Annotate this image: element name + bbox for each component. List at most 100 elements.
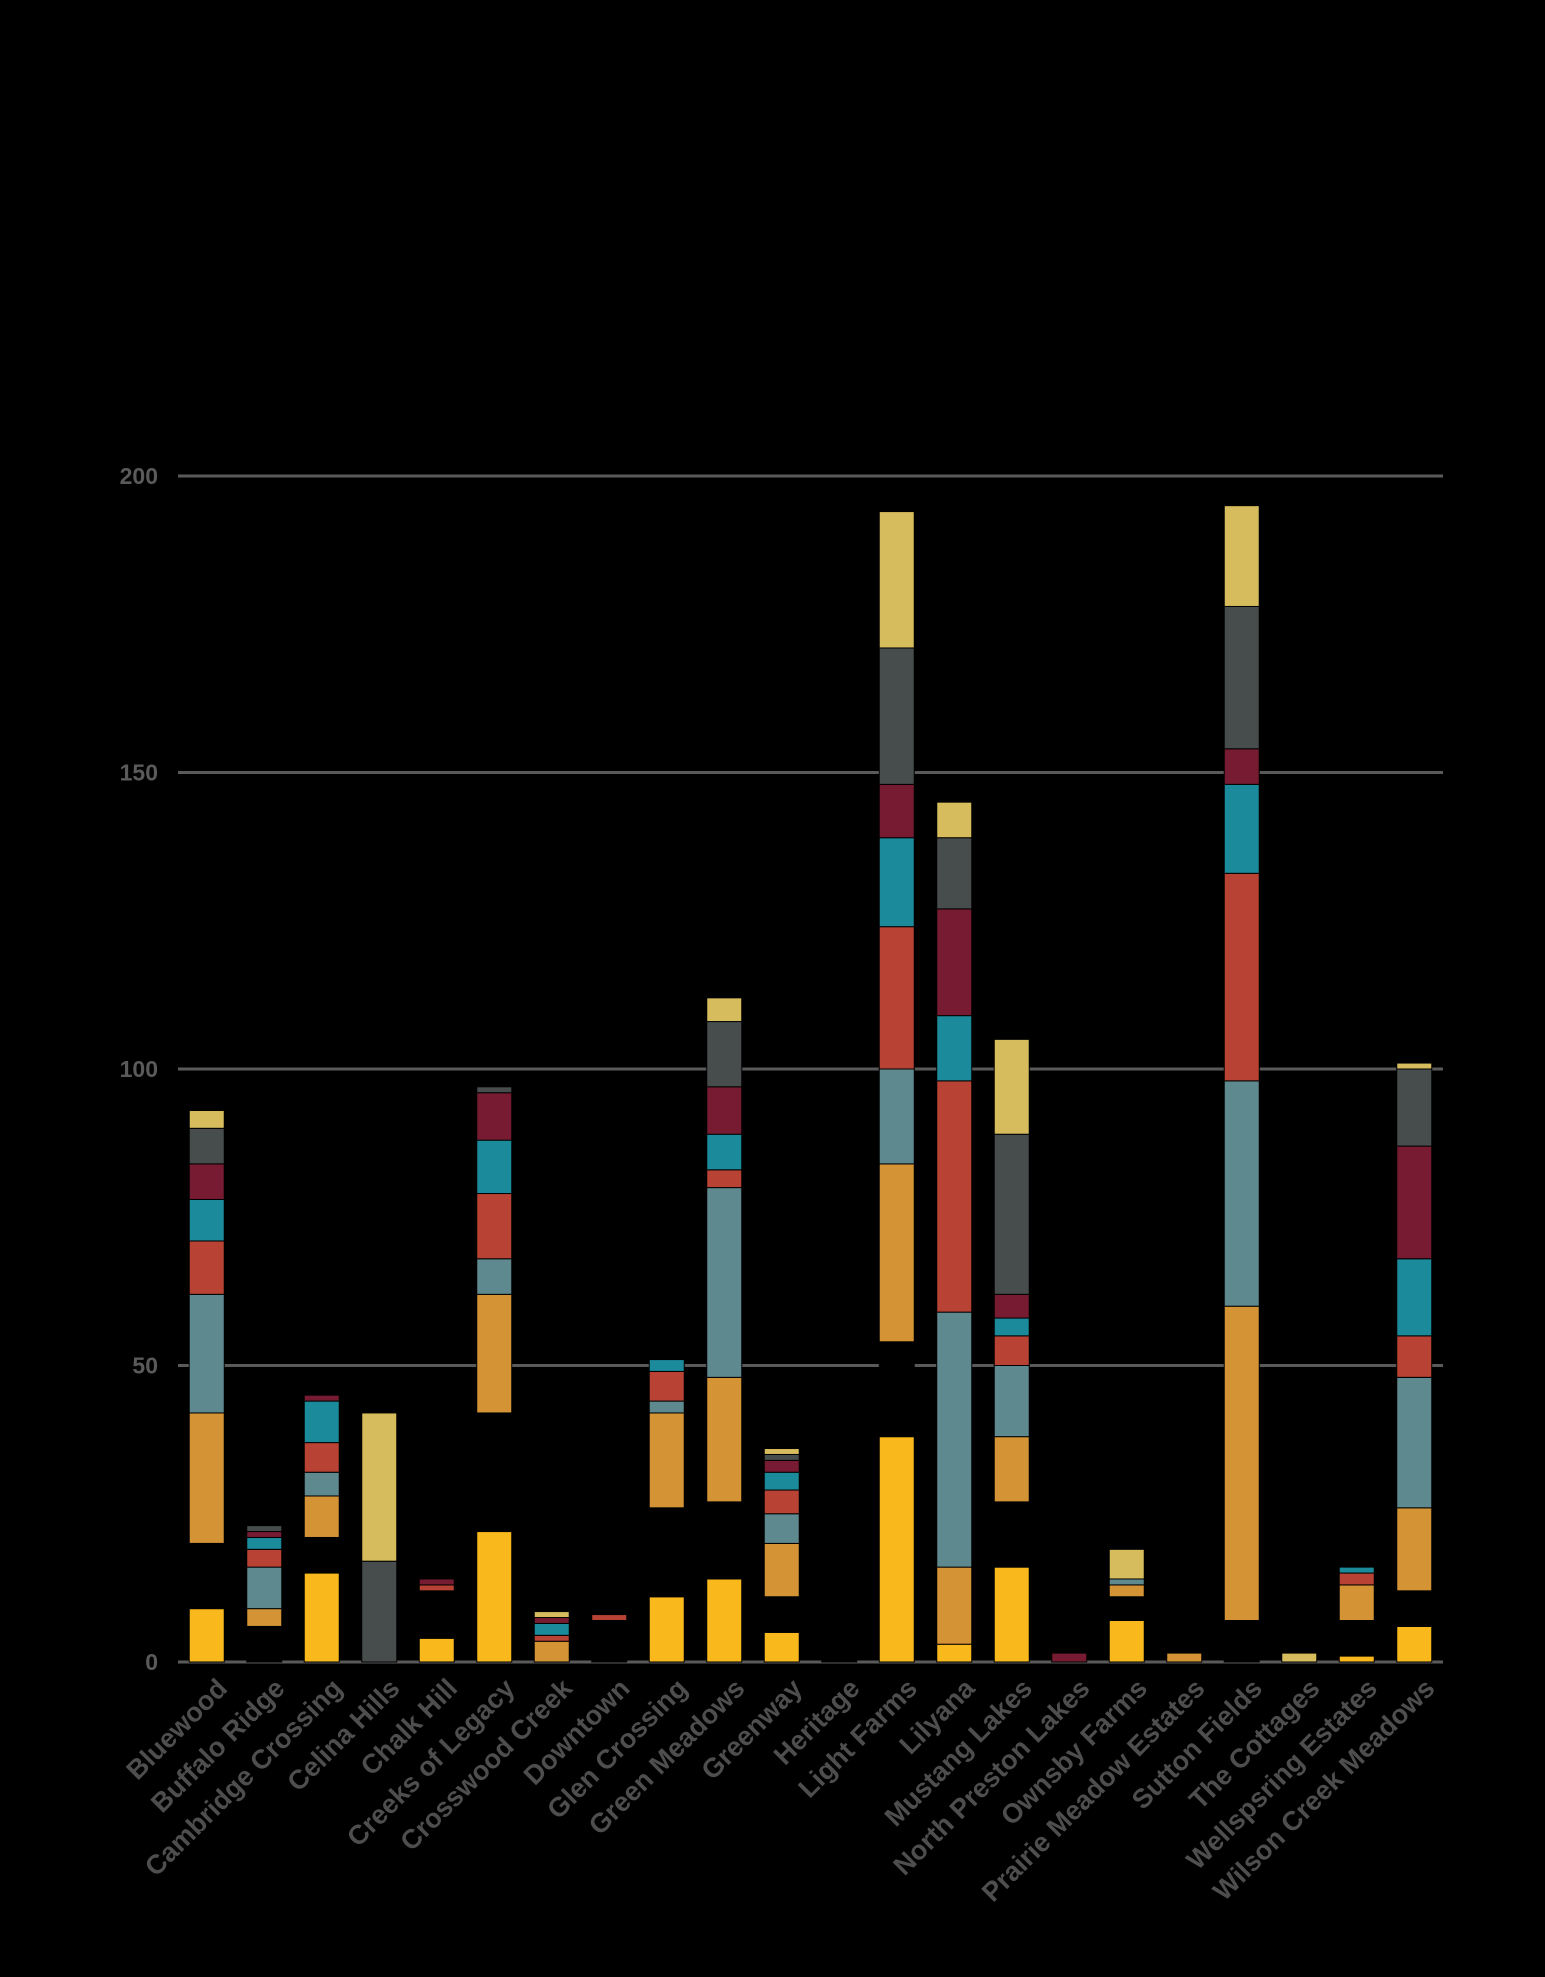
- bar-segment-green-meadows-s1: [706, 1578, 743, 1663]
- bar-segment-green-meadows-s7: [706, 1086, 743, 1135]
- bar-segment-green-meadows-s8: [706, 1021, 743, 1088]
- bar-segment-greenway-s3: [763, 1542, 800, 1598]
- bar-segment-cambridge-crossing-s1: [303, 1572, 340, 1663]
- bar-segment-green-meadows-s9: [706, 997, 743, 1023]
- bar-segment-lilyana-s1: [936, 1643, 973, 1663]
- bar-segment-creeks-of-legacy-s6: [476, 1139, 513, 1195]
- bar-segment-green-meadows-s2: [706, 1501, 743, 1580]
- bar-segment-crosswood-creek-s9: [533, 1611, 570, 1619]
- bar-segment-creeks-of-legacy-s2: [476, 1412, 513, 1533]
- bar-segment-light-farms-s6: [878, 837, 915, 928]
- y-tick-label: 150: [120, 760, 158, 786]
- bar-segment-wilson-creek-meadows-s8: [1396, 1068, 1433, 1147]
- bar-segment-wellspsring-estates-s5: [1338, 1572, 1375, 1586]
- bars: [188, 505, 1433, 1663]
- bar-segment-glen-crossing-s5: [648, 1370, 685, 1402]
- bar-segment-cambridge-crossing-s7: [303, 1394, 340, 1402]
- bar-segment-crosswood-creek-s3: [533, 1640, 570, 1663]
- bar-segment-bluewood-s1: [188, 1608, 225, 1663]
- bar-segment-buffalo-ridge-s7: [246, 1531, 283, 1538]
- bar-segment-cambridge-crossing-s6: [303, 1400, 340, 1444]
- bar-segment-wilson-creek-meadows-s5: [1396, 1335, 1433, 1378]
- bar-segment-sutton-fields-s7: [1223, 748, 1260, 785]
- bar-segment-sutton-fields-s4: [1223, 1080, 1260, 1307]
- bar-segment-bluewood-s8: [188, 1127, 225, 1165]
- bar-segment-ownsby-farms-s4: [1108, 1578, 1145, 1586]
- bar-segment-creeks-of-legacy-s5: [476, 1193, 513, 1260]
- bar-segment-green-meadows-s6: [706, 1133, 743, 1171]
- bar-segment-bluewood-s4: [188, 1293, 225, 1414]
- bar-segment-ownsby-farms-s2: [1108, 1596, 1145, 1621]
- bar-segment-wilson-creek-meadows-s1: [1396, 1625, 1433, 1663]
- bar-segment-bluewood-s9: [188, 1110, 225, 1129]
- bar-segment-the-cottages-s9: [1281, 1652, 1318, 1663]
- bar-segment-mustang-lakes-s2: [993, 1501, 1030, 1568]
- bar-segment-wilson-creek-meadows-s4: [1396, 1376, 1433, 1509]
- bar-segment-creeks-of-legacy-s3: [476, 1293, 513, 1414]
- bar-segment-sutton-fields-s3: [1223, 1305, 1260, 1621]
- bar-segment-glen-crossing-s2: [648, 1507, 685, 1598]
- bar-segment-greenway-s6: [763, 1471, 800, 1491]
- bar-segment-greenway-s7: [763, 1459, 800, 1473]
- bar-segment-downtown-s2: [591, 1619, 628, 1663]
- bar-segment-creeks-of-legacy-s7: [476, 1092, 513, 1141]
- bar-segment-greenway-s8: [763, 1453, 800, 1461]
- bar-segment-bluewood-s5: [188, 1240, 225, 1295]
- bar-segment-wellspsring-estates-s3: [1338, 1584, 1375, 1621]
- bar-segment-north-preston-lakes-s7: [1051, 1652, 1088, 1663]
- bar-segment-green-meadows-s4: [706, 1187, 743, 1378]
- bar-segment-lilyana-s4: [936, 1311, 973, 1568]
- bar-segment-light-farms-s1: [878, 1436, 915, 1663]
- bar-segment-mustang-lakes-s9: [993, 1038, 1030, 1135]
- bar-segment-lilyana-s7: [936, 908, 973, 1017]
- bar-segment-greenway-s5: [763, 1489, 800, 1515]
- bar-segment-mustang-lakes-s7: [993, 1293, 1030, 1319]
- bar-segment-creeks-of-legacy-s8: [476, 1086, 513, 1094]
- bar-segment-lilyana-s6: [936, 1015, 973, 1082]
- bar-segment-bluewood-s7: [188, 1163, 225, 1200]
- y-tick-label: 50: [132, 1353, 158, 1379]
- bar-segment-crosswood-creek-s6: [533, 1622, 570, 1636]
- bar-segment-bluewood-s6: [188, 1198, 225, 1242]
- bar-segment-sutton-fields-s8: [1223, 605, 1260, 750]
- bar-segment-buffalo-ridge-s4: [246, 1566, 283, 1610]
- y-tick-label: 200: [120, 463, 158, 489]
- bar-segment-sutton-fields-s5: [1223, 872, 1260, 1082]
- bar-segment-ownsby-farms-s1: [1108, 1619, 1145, 1663]
- bar-segment-sutton-fields-s9: [1223, 505, 1260, 607]
- bar-segment-ownsby-farms-s9: [1108, 1548, 1145, 1580]
- bar-segment-glen-crossing-s1: [648, 1596, 685, 1663]
- bar-segment-heritage-s2: [821, 1652, 858, 1663]
- bar-segment-creeks-of-legacy-s1: [476, 1531, 513, 1663]
- bar-segment-light-farms-s7: [878, 783, 915, 839]
- bar-segment-mustang-lakes-s8: [993, 1133, 1030, 1295]
- bar-segment-bluewood-s3: [188, 1412, 225, 1544]
- bar-segment-chalk-hill-s5: [418, 1584, 455, 1592]
- bar-segment-lilyana-s8: [936, 837, 973, 910]
- bar-segment-wilson-creek-meadows-s3: [1396, 1507, 1433, 1592]
- bar-segment-glen-crossing-s4: [648, 1400, 685, 1414]
- bar-segment-chalk-hill-s2: [418, 1590, 455, 1639]
- bar-segment-celina-hills-s9: [361, 1412, 398, 1562]
- bar-segment-crosswood-creek-s7: [533, 1617, 570, 1624]
- y-tick-label: 0: [145, 1649, 158, 1675]
- bar-segment-downtown-s5: [591, 1614, 628, 1621]
- bar-segment-mustang-lakes-s4: [993, 1365, 1030, 1438]
- bar-segment-greenway-s2: [763, 1596, 800, 1633]
- bar-segment-greenway-s9: [763, 1448, 800, 1455]
- bar-segment-buffalo-ridge-s8: [246, 1525, 283, 1533]
- bar-segment-cambridge-crossing-s3: [303, 1495, 340, 1538]
- bar-segment-bluewood-s2: [188, 1542, 225, 1610]
- bar-segment-chalk-hill-s7: [418, 1578, 455, 1586]
- bar-segment-celina-hills-s8: [361, 1560, 398, 1663]
- bar-segment-wilson-creek-meadows-s6: [1396, 1258, 1433, 1337]
- bar-segment-cambridge-crossing-s2: [303, 1536, 340, 1574]
- bar-segment-green-meadows-s3: [706, 1376, 743, 1503]
- y-tick-label: 100: [120, 1056, 158, 1082]
- bar-segment-wilson-creek-meadows-s2: [1396, 1590, 1433, 1627]
- bar-segment-light-farms-s5: [878, 926, 915, 1070]
- y-axis-ticks: 0 50 100 150 200: [120, 463, 158, 1675]
- bar-segment-light-farms-s3: [878, 1163, 915, 1343]
